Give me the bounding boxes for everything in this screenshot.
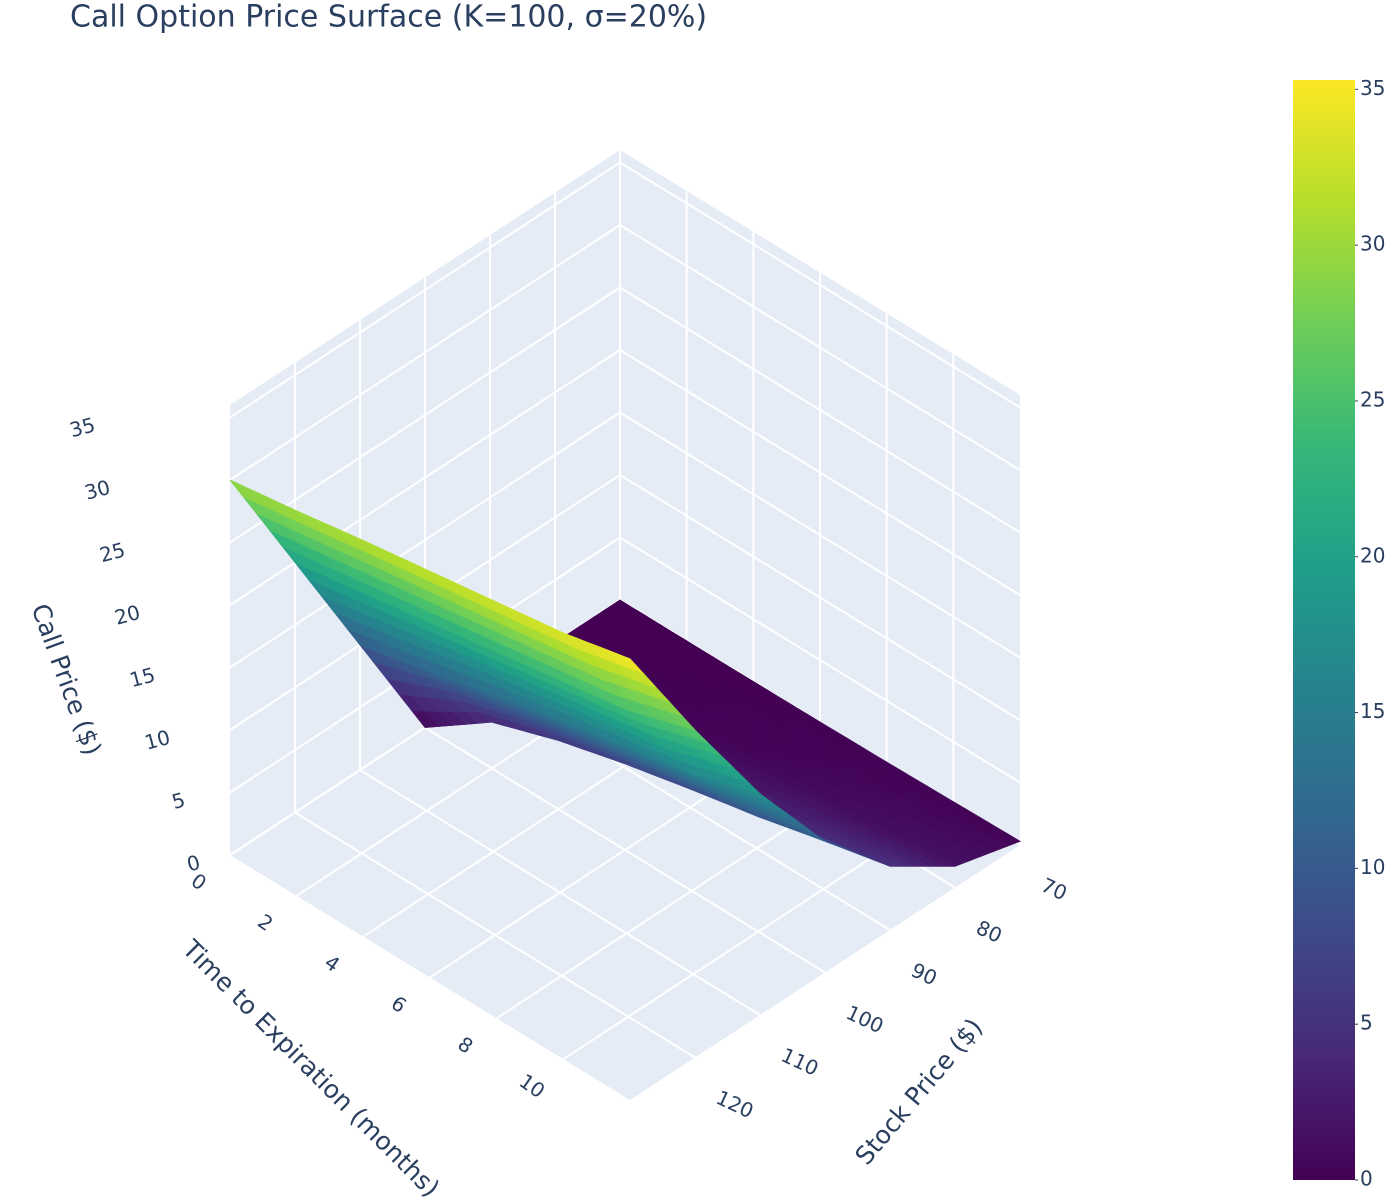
grid-line — [619, 286, 1021, 534]
y-tick-label: 8 — [453, 1032, 477, 1059]
grid-line — [229, 161, 621, 419]
y-tick-label: 6 — [387, 991, 411, 1018]
y-tick-label: 4 — [320, 950, 344, 977]
colorbar-tick-label: 30 — [1360, 232, 1385, 256]
grid-line — [229, 411, 621, 669]
colorbar-tick-label: 25 — [1360, 387, 1385, 411]
x-tick-label: 100 — [843, 1000, 888, 1038]
grid-line — [619, 411, 1021, 659]
colorbar-tick-label: 35 — [1360, 76, 1385, 100]
colorbar-tick-label: 20 — [1360, 543, 1385, 567]
z-tick-label: 5 — [169, 787, 188, 813]
x-tick-label: 120 — [713, 1085, 758, 1123]
z-tick-label: 20 — [112, 600, 143, 630]
grid-line — [619, 224, 1021, 471]
grid-line — [619, 536, 1021, 784]
z-tick-label: 10 — [142, 725, 173, 755]
x-tick-label: 80 — [973, 915, 1006, 948]
grid-line — [619, 161, 1021, 409]
x-tick-label: 90 — [908, 958, 941, 991]
grid-line — [619, 474, 1021, 721]
y-axis-title: Time to Expiration (months) — [176, 933, 445, 1200]
colorbar-tick-label: 5 — [1360, 1011, 1373, 1035]
z-tick-label: 0 — [184, 850, 203, 876]
grid-line — [229, 286, 621, 544]
grid-line — [229, 224, 621, 481]
colorbar-tick-label: 0 — [1360, 1167, 1373, 1191]
x-tick-label: 110 — [778, 1043, 823, 1081]
x-tick-label: 70 — [1038, 873, 1071, 906]
y-tick-label: 2 — [253, 909, 277, 936]
z-tick-label: 35 — [67, 412, 98, 442]
surface-patch — [616, 653, 644, 674]
y-tick-label: 10 — [515, 1069, 550, 1103]
z-tick-label: 30 — [82, 475, 113, 505]
x-axis-title: Stock Price ($) — [849, 1013, 988, 1171]
colorbar — [1293, 80, 1355, 1180]
colorbar-tick-label: 10 — [1360, 855, 1385, 879]
grid-line — [619, 349, 1021, 596]
scene: 708090100110120024681005101520253035Stoc… — [26, 150, 1071, 1200]
z-tick-label: 15 — [127, 662, 158, 692]
z-axis-title: Call Price ($) — [26, 600, 108, 759]
z-tick-label: 25 — [97, 537, 128, 567]
chart-title: Call Option Price Surface (K=100, σ=20%) — [70, 0, 707, 35]
colorbar-tick-label: 15 — [1360, 699, 1385, 723]
